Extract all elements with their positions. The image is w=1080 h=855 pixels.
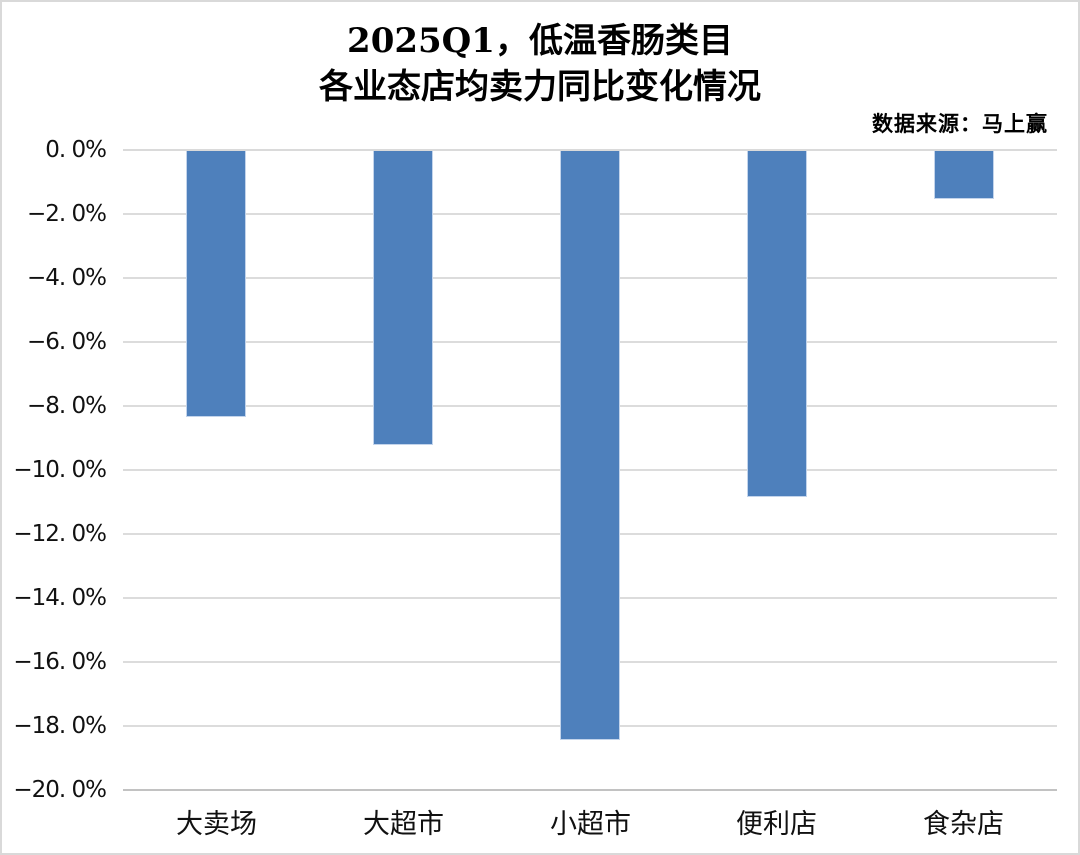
plot-area — [123, 149, 1057, 791]
y-axis-tick-label: −6. 0% — [26, 329, 107, 355]
y-axis-tick-label: −18. 0% — [13, 713, 107, 739]
y-axis-tick-label: 0. 0% — [45, 137, 107, 163]
x-axis-category-label: 食杂店 — [923, 809, 1004, 840]
chart-title: 2025Q1，低温香肠类目 各业态店均卖力同比变化情况 — [2, 18, 1078, 110]
bar-小超市 — [560, 151, 620, 740]
chart-title-line1: 2025Q1，低温香肠类目 — [347, 21, 733, 61]
y-axis-tick-label: −16. 0% — [13, 649, 107, 675]
bar-便利店 — [747, 151, 807, 497]
x-axis-line — [123, 789, 1057, 791]
bar-大卖场 — [186, 151, 246, 417]
x-axis-category-label: 大超市 — [363, 809, 444, 840]
y-axis-tick-label: −10. 0% — [13, 457, 107, 483]
bar-食杂店 — [934, 151, 994, 199]
x-axis-category-label: 小超市 — [550, 809, 631, 840]
bar-大超市 — [373, 151, 433, 445]
y-axis-tick-label: −4. 0% — [26, 265, 107, 291]
chart-title-line2: 各业态店均卖力同比变化情况 — [319, 67, 761, 107]
y-axis-tick-label: −2. 0% — [26, 201, 107, 227]
y-axis-tick-label: −8. 0% — [26, 393, 107, 419]
x-axis-category-label: 便利店 — [736, 809, 817, 840]
data-source-label: 数据来源：马上赢 — [872, 111, 1048, 136]
zero-axis-line — [123, 149, 1057, 151]
y-axis-tick-label: −14. 0% — [13, 585, 107, 611]
y-axis-tick-label: −20. 0% — [13, 777, 107, 803]
x-axis-category-label: 大卖场 — [176, 809, 257, 840]
y-axis-tick-label: −12. 0% — [13, 521, 107, 547]
